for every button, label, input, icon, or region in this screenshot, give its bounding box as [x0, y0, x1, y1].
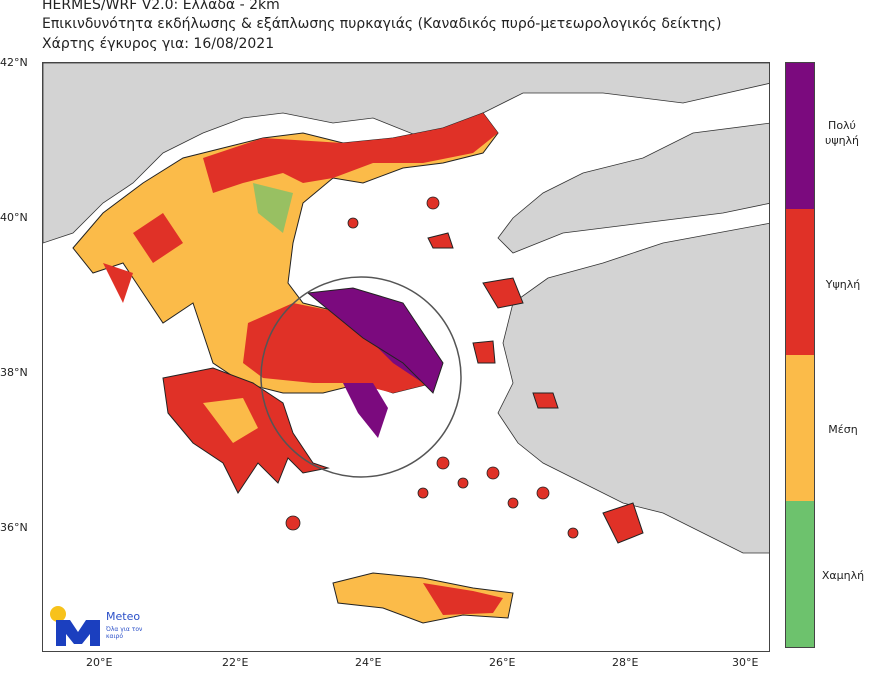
lon-tick: 30°E	[732, 656, 759, 669]
colorbar-very-high	[786, 63, 814, 209]
legend-label-low: Χαμηλή	[821, 569, 865, 582]
logo-name: Meteo	[106, 610, 141, 623]
meteo-logo-icon	[50, 606, 100, 646]
fire-risk-map	[42, 62, 770, 652]
lon-tick: 26°E	[489, 656, 516, 669]
highlight-circle	[260, 276, 462, 478]
colorbar-medium	[786, 355, 814, 501]
legend-label-high: Υψηλή	[825, 278, 861, 291]
colorbar-high	[786, 209, 814, 355]
lon-tick: 22°E	[222, 656, 249, 669]
colorbar-low	[786, 501, 814, 647]
logo-tagline: Όλα για τον καιρό	[106, 626, 143, 640]
lat-tick: 36°N	[0, 521, 28, 534]
lat-tick: 40°N	[0, 211, 28, 224]
balkans-land	[43, 63, 769, 244]
lat-tick: 38°N	[0, 366, 28, 379]
lon-tick: 28°E	[612, 656, 639, 669]
title-line-3: Χάρτης έγκυρος για: 16/08/2021	[42, 36, 275, 52]
mainland-greece	[72, 112, 499, 394]
colorbar	[785, 62, 815, 648]
legend-label-medium: Μέση	[828, 423, 858, 436]
evia	[306, 287, 444, 394]
turkey-land	[497, 122, 769, 254]
lon-tick: 24°E	[355, 656, 382, 669]
legend-label-very-high: Πολύ υψηλή	[824, 119, 860, 147]
meteo-logo: Meteo Όλα για τον καιρό	[46, 604, 156, 648]
title-line-1: HERMES/WRF V2.0: Ελλάδα - 2km	[42, 0, 280, 13]
lon-tick: 20°E	[86, 656, 113, 669]
title-line-2: Επικινδυνότητα εκδήλωσης & εξάπλωσης πυρ…	[42, 16, 722, 32]
lat-tick: 42°N	[0, 56, 28, 69]
